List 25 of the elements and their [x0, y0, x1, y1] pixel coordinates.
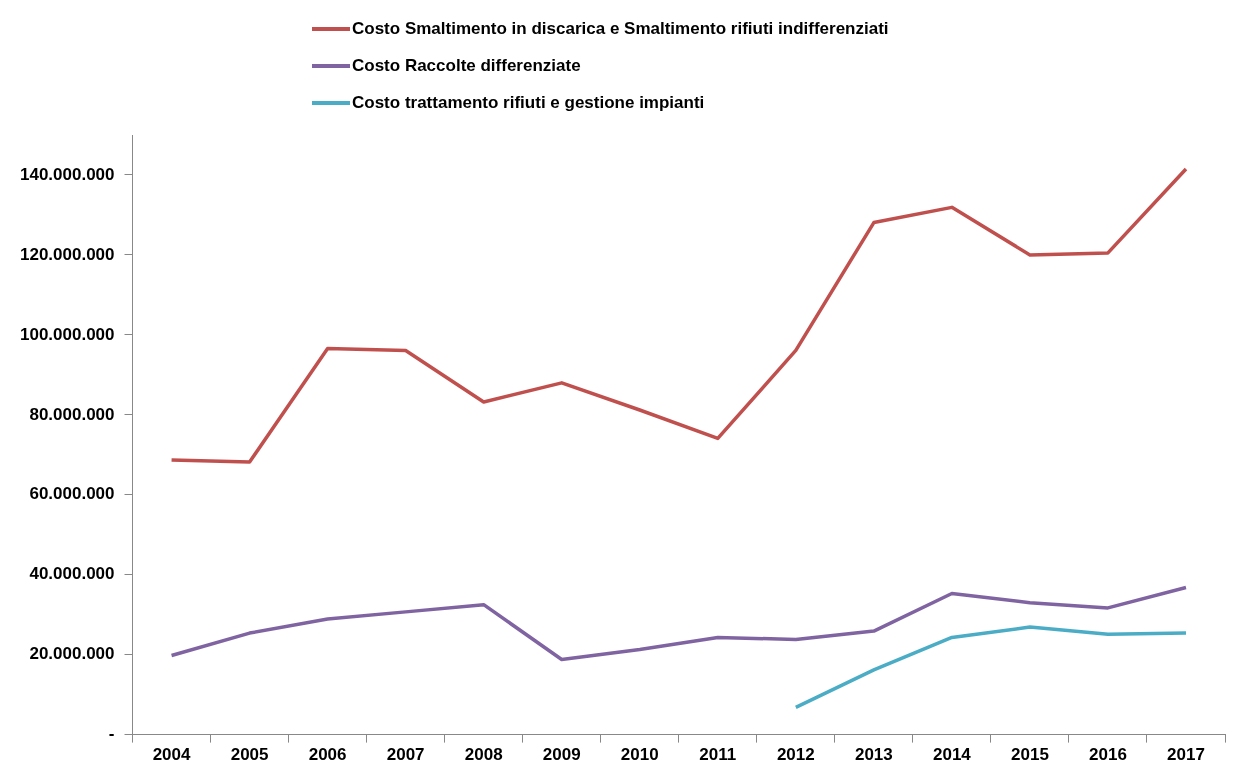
y-tick-label: 20.000.000: [29, 644, 115, 664]
legend-label: Costo trattamento rifiuti e gestione impianti: [352, 92, 705, 113]
x-tick-label: 2011: [699, 745, 737, 765]
x-tick-label: 2006: [308, 745, 347, 765]
x-tick-label: 2017: [1167, 745, 1205, 765]
y-tick-label: 60.000.000: [29, 484, 115, 504]
x-tick-label: 2009: [542, 745, 581, 765]
y-tick-label: 80.000.000: [29, 404, 115, 424]
x-tick-label: 2013: [854, 745, 893, 765]
x-tick-label: 2007: [386, 745, 425, 765]
y-tick-label: -: [108, 724, 115, 744]
x-tick-label: 2004: [152, 745, 191, 765]
x-tick-label: 2015: [1011, 745, 1049, 765]
x-tick-label: 2010: [620, 745, 659, 765]
x-tick-label: 2005: [230, 745, 269, 765]
x-tick-label: 2008: [464, 745, 503, 765]
x-tick-label: 2016: [1089, 745, 1127, 765]
x-tick-label: 2012: [776, 745, 815, 765]
y-tick-label: 100.000.000: [19, 324, 115, 344]
x-tick-label: 2014: [932, 745, 972, 765]
y-tick-label: 120.000.000: [19, 244, 115, 264]
y-tick-label: 140.000.000: [19, 164, 115, 184]
legend-label: Costo Raccolte differenziate: [352, 55, 581, 76]
y-tick-label: 40.000.000: [29, 564, 115, 584]
legend-label: Costo Smaltimento in discarica e Smaltimento rifiuti indifferenziati: [352, 18, 889, 39]
